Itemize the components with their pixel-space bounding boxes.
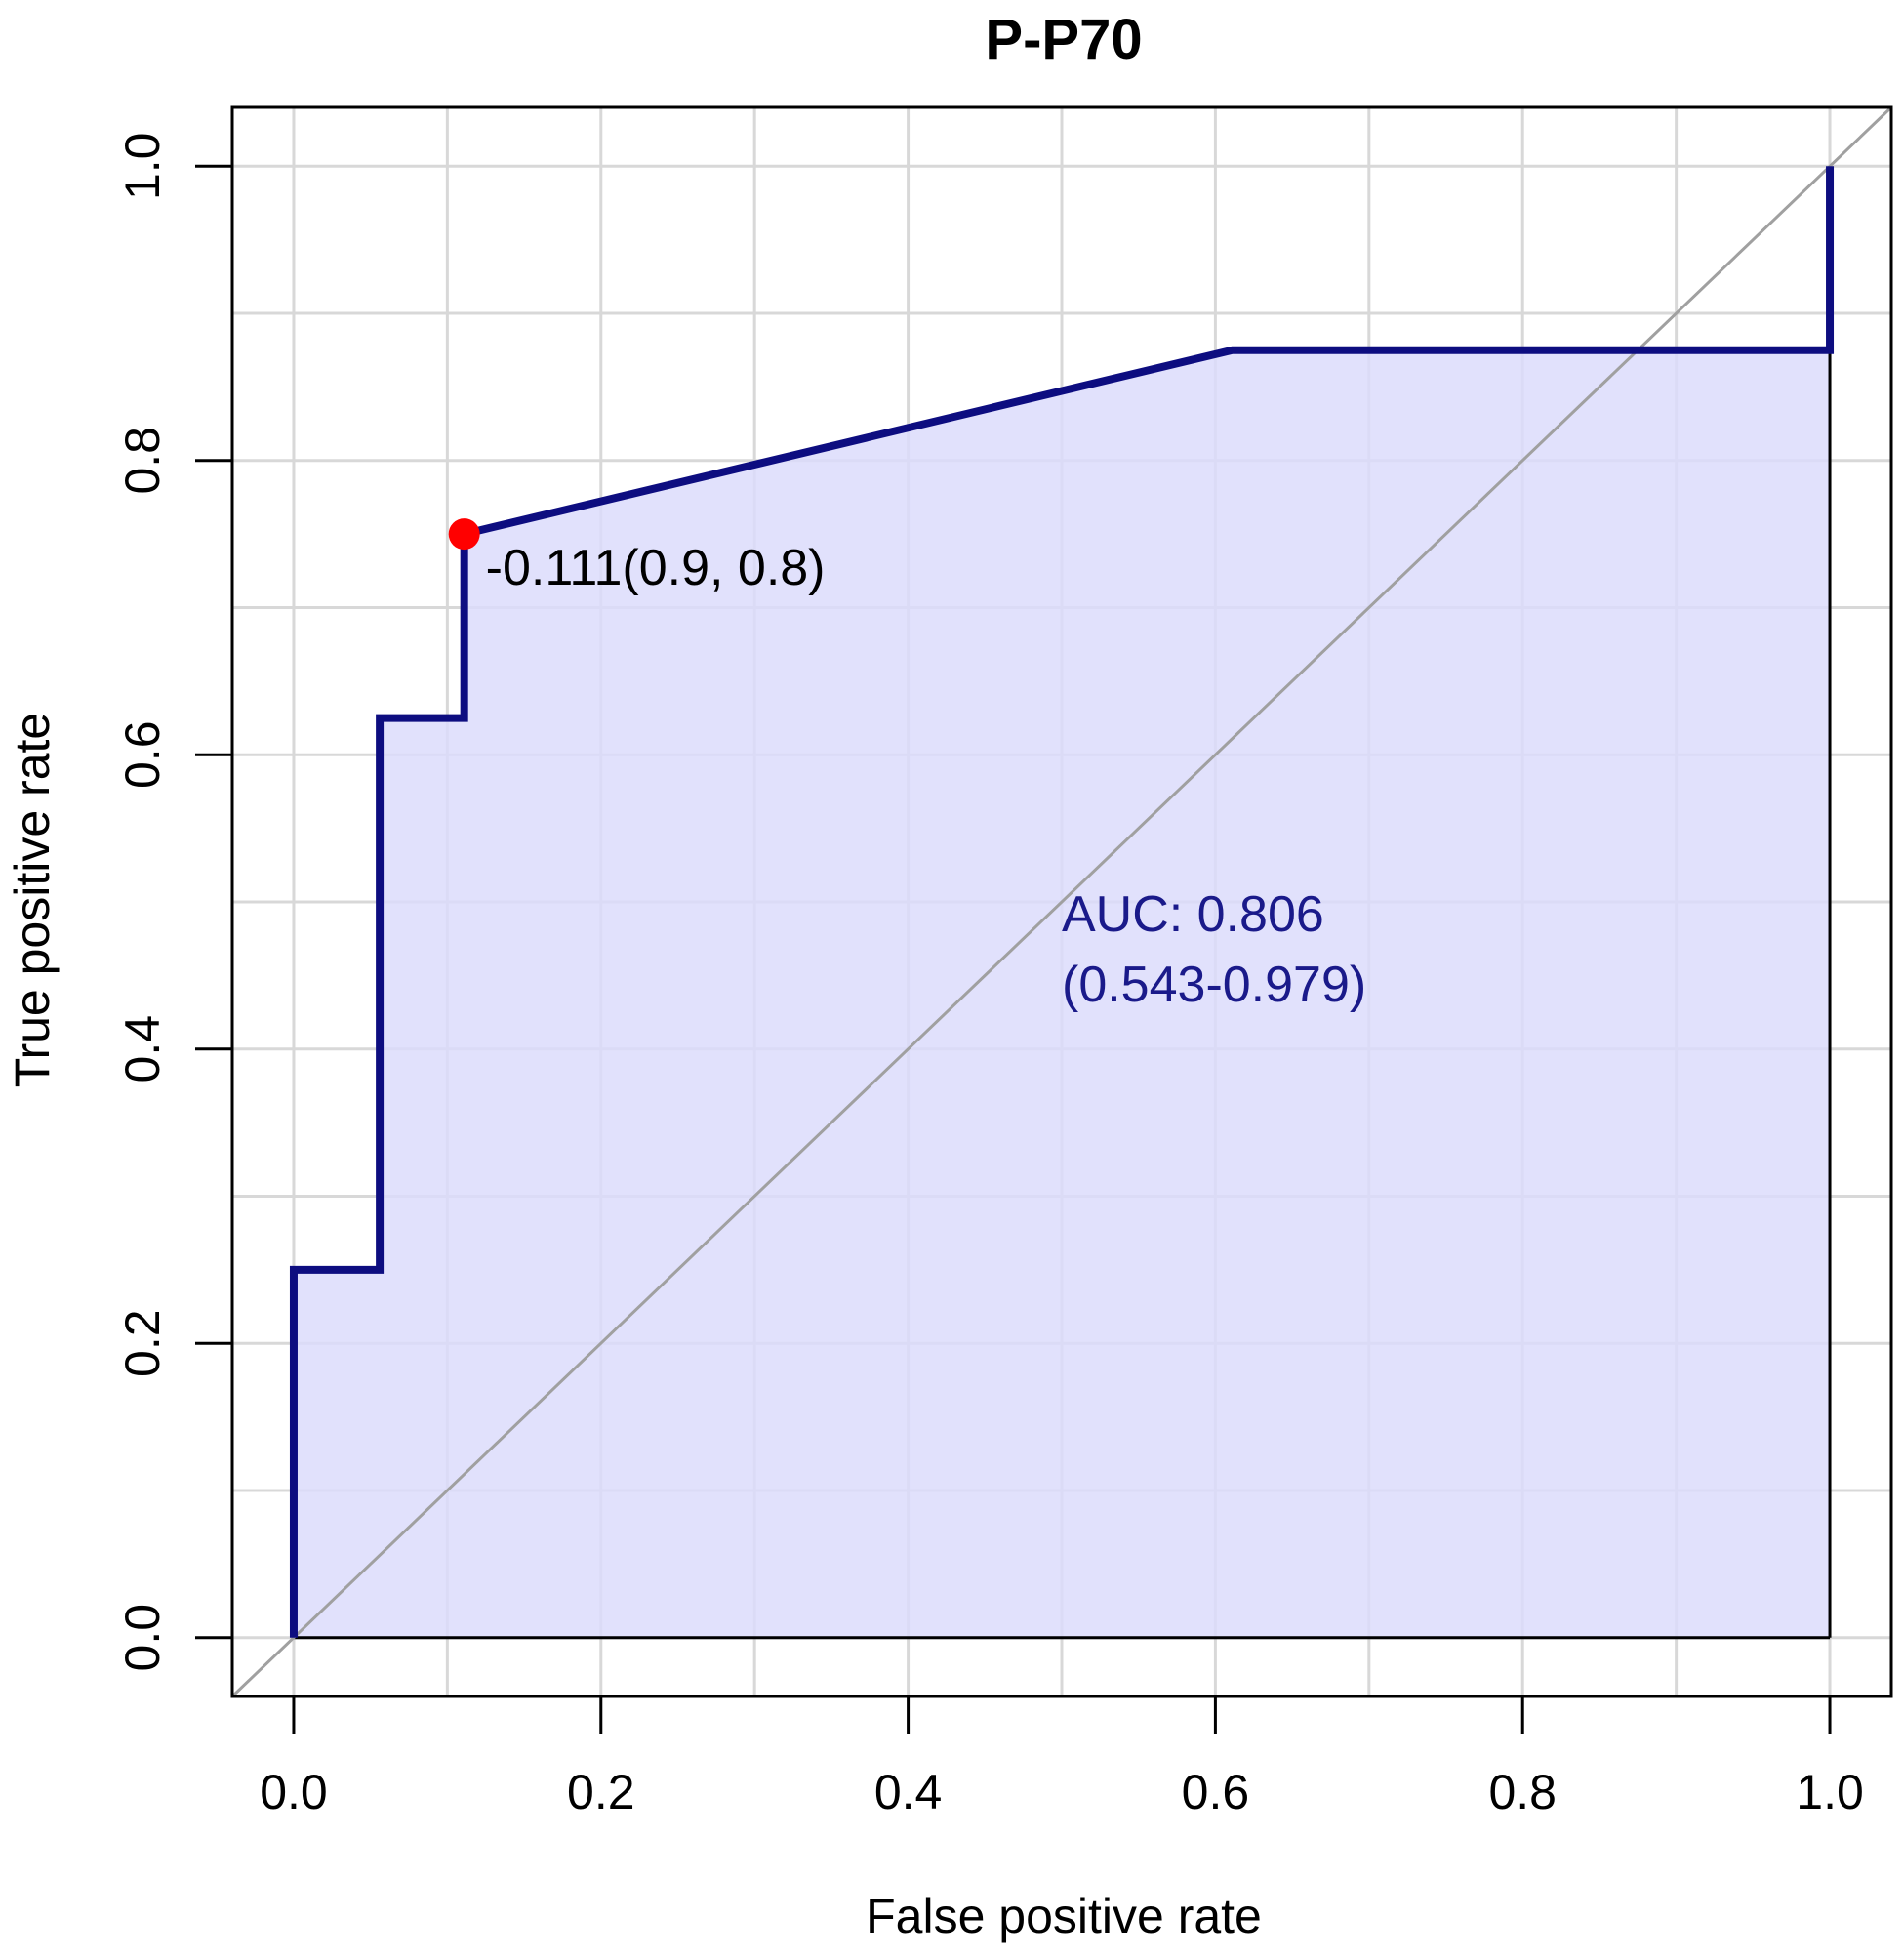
y-axis: 0.0 0.2 0.4 0.6 0.8 1.0 <box>115 133 234 1672</box>
diagonal-line <box>230 105 1893 1698</box>
x-tick-label: 0.2 <box>567 1765 635 1819</box>
auc-ci-label: (0.543-0.979) <box>1062 957 1366 1013</box>
auc-value-label: AUC: 0.806 <box>1062 886 1324 943</box>
x-tick-label: 1.0 <box>1796 1765 1864 1819</box>
y-tick-label: 0.0 <box>115 1604 170 1672</box>
x-tick-label: 0.0 <box>260 1765 328 1819</box>
threshold-annotation: -0.111(0.9, 0.8) <box>486 540 826 596</box>
roc-curve-line <box>289 166 1835 1638</box>
x-axis: 0.0 0.2 0.4 0.6 0.8 1.0 <box>260 1695 1864 1819</box>
threshold-point <box>448 518 480 551</box>
y-tick-label: 0.8 <box>115 427 170 495</box>
chart-title: P-P70 <box>985 8 1142 71</box>
best-threshold-point <box>448 518 480 551</box>
x-tick-label: 0.8 <box>1488 1765 1557 1819</box>
y-tick-label: 0.2 <box>115 1309 170 1377</box>
x-tick-label: 0.6 <box>1182 1765 1250 1819</box>
y-axis-label: True positive rate <box>5 713 60 1087</box>
y-tick-label: 0.6 <box>115 721 170 790</box>
x-axis-label: False positive rate <box>866 1889 1262 1943</box>
roc-curve <box>289 166 1835 1638</box>
y-tick-label: 1.0 <box>115 133 170 201</box>
reference-diagonal <box>230 105 1893 1698</box>
y-tick-label: 0.4 <box>115 1015 170 1083</box>
x-tick-label: 0.4 <box>874 1765 943 1819</box>
